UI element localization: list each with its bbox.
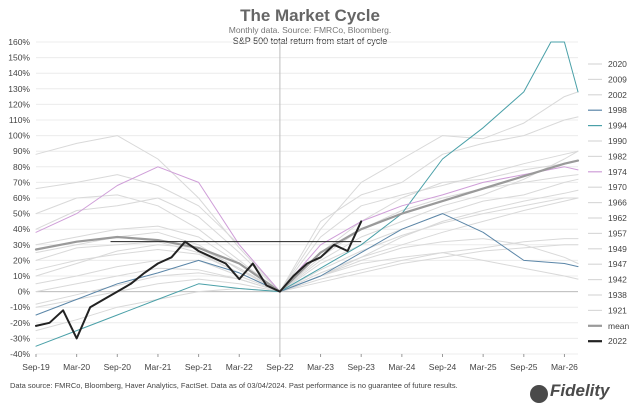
legend-label-1942: 1942 [608, 275, 627, 285]
x-tick-label: Mar-25 [470, 362, 497, 372]
x-tick-label: Sep-22 [266, 362, 294, 372]
y-tick-label: 160% [8, 37, 30, 47]
legend-label-2020: 2020 [608, 59, 627, 69]
series-line-1938 [35, 238, 579, 332]
chart-title: The Market Cycle [240, 6, 380, 25]
y-tick-label: 100% [8, 131, 30, 141]
y-tick-label: 20% [13, 255, 30, 265]
legend-label-1966: 1966 [608, 198, 627, 208]
series-line-1994 [35, 41, 579, 347]
series-line-mean [34, 159, 580, 293]
x-tick-label: Mar-24 [388, 362, 415, 372]
y-axis: 160% 150% 140% 130% 120% 110% 100% 90% 80% 70% 60%… [8, 37, 30, 359]
y-tick-label: 0% [18, 287, 31, 297]
legend-label-2002: 2002 [608, 90, 627, 100]
series-line-1990 [35, 178, 579, 293]
fidelity-logo-icon [530, 385, 548, 403]
x-tick-label: Sep-21 [185, 362, 213, 372]
source-footnote: Data source: FMRCo, Bloomberg, Haver Ana… [10, 381, 458, 390]
series-line-2009 [35, 116, 579, 293]
legend-label-1949: 1949 [608, 244, 627, 254]
legend-label-1990: 1990 [608, 136, 627, 146]
y-tick-label: -10% [10, 302, 30, 312]
y-tick-label: 140% [8, 68, 30, 78]
chart-subtitle: Monthly data. Source: FMRCo, Bloomberg. [228, 25, 392, 35]
legend-label-1947: 1947 [608, 259, 627, 269]
x-tick-label: Sep-19 [22, 362, 50, 372]
series-line-1947 [35, 238, 579, 293]
series-line-2022 [35, 220, 363, 340]
y-tick-label: 150% [8, 53, 30, 63]
brand-name: Fidelity [550, 381, 610, 400]
legend-label-1970: 1970 [608, 182, 627, 192]
legend-label-1994: 1994 [608, 121, 627, 131]
series-line-1962 [35, 174, 579, 293]
legend-label-2009: 2009 [608, 74, 627, 84]
y-tick-label: 30% [13, 240, 30, 250]
legend-label-1982: 1982 [608, 151, 627, 161]
x-tick-label: Sep-20 [104, 362, 132, 372]
series-line-1982 [35, 150, 579, 293]
y-tick-label: -30% [10, 333, 30, 343]
legend-label-1998: 1998 [608, 105, 627, 115]
legend-label-1938: 1938 [608, 290, 627, 300]
x-tick-label: Sep-24 [429, 362, 457, 372]
y-tick-label: 90% [13, 146, 30, 156]
x-axis: Sep-19 Mar-20 Sep-20 Mar-21 Sep-21 Mar-22 Sep-… [22, 354, 578, 372]
series-line-1974 [35, 166, 579, 293]
y-tick-label: 120% [8, 99, 30, 109]
legend-label-1962: 1962 [608, 213, 627, 223]
legend-label-2022: 2022 [608, 336, 627, 346]
chart-legend: 2020 2009 2002 1998 1994 1990 1982 1974 1970 1966… [588, 59, 630, 346]
y-tick-label: 70% [13, 177, 30, 187]
y-tick-label: 10% [13, 271, 30, 281]
x-tick-label: Sep-25 [510, 362, 538, 372]
x-tick-label: Mar-21 [144, 362, 171, 372]
market-cycle-chart: 160% 150% 140% 130% 120% 110% 100% 90% 80% 70% 60%… [8, 37, 630, 372]
chart-series-label: S&P 500 total return from start of cycle [232, 36, 388, 46]
fidelity-logo: Fidelity [530, 381, 630, 409]
series-line-2020 [35, 91, 579, 293]
legend-label-1974: 1974 [608, 167, 627, 177]
x-tick-label: Mar-23 [307, 362, 334, 372]
x-tick-label: Mar-20 [63, 362, 90, 372]
y-tick-label: 60% [13, 193, 30, 203]
y-tick-label: 80% [13, 162, 30, 172]
series-line-1966 [35, 197, 579, 293]
x-tick-label: Mar-22 [226, 362, 253, 372]
y-tick-label: -20% [10, 318, 30, 328]
series-line-1998 [35, 213, 579, 316]
y-tick-label: -40% [10, 349, 30, 359]
x-tick-label: Mar-26 [551, 362, 578, 372]
y-tick-label: 130% [8, 84, 30, 94]
legend-label-mean: mean [608, 321, 630, 331]
y-tick-label: 40% [13, 224, 30, 234]
y-tick-label: 50% [13, 209, 30, 219]
series-lines [34, 41, 580, 347]
y-tick-label: 110% [9, 115, 31, 125]
chart-grid [36, 41, 578, 355]
series-line-1942 [35, 244, 579, 308]
series-line-1970 [35, 197, 579, 293]
series-line-1949 [35, 189, 579, 305]
x-tick-label: Sep-23 [347, 362, 375, 372]
legend-label-1957: 1957 [608, 228, 627, 238]
legend-label-1921: 1921 [608, 305, 627, 315]
